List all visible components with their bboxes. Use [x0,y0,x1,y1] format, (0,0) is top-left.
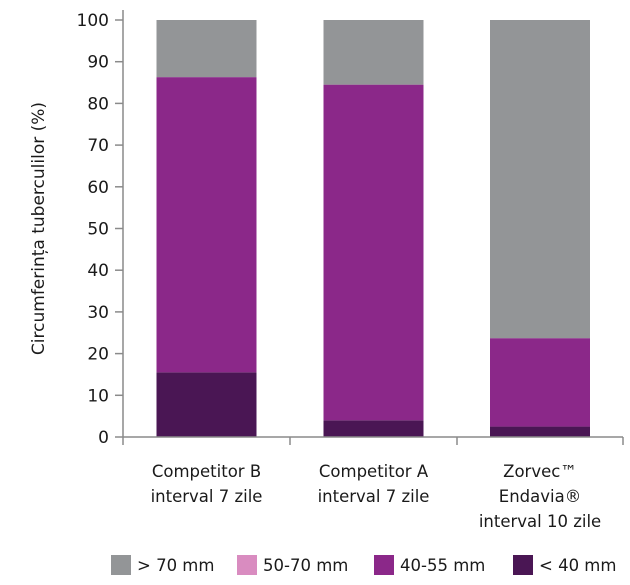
y-tick-label: 90 [87,53,109,73]
legend-label: < 40 mm [539,556,616,575]
y-tick-label: 60 [87,178,109,198]
bars [156,20,590,437]
bar-segment-40-55-mm-3 [490,338,590,427]
bar-segment-40-55-mm-1 [156,77,257,373]
x-category-label: Endavia® [499,487,581,506]
bar-segment--40-mm-1 [156,372,257,437]
x-category-label: Zorvec™ [503,462,577,481]
bar-segment-40-55-mm-2 [323,84,424,421]
y-tick-label: 20 [87,345,109,365]
legend-swatch [237,555,257,575]
bar-segment--70-mm-3 [490,20,590,339]
legend: > 70 mm 50-70 mm 40-55 mm < 40 mm [111,555,616,575]
x-category-label: interval 10 zile [479,512,601,531]
legend-swatch [111,555,131,575]
x-category-label: Competitor A [319,462,429,481]
bar-segment--70-mm-2 [323,20,424,85]
y-axis-title: Circumferința tuberculilor (%) [29,102,49,355]
y-tick-label: 70 [87,136,109,156]
bar-segment--40-mm-2 [323,420,424,437]
y-tick-label: 100 [77,11,109,31]
y-axis-ticks: 0 10 20 30 40 50 60 70 80 90 100 [77,11,123,448]
bar-segment--70-mm-1 [156,20,257,78]
y-tick-label: 30 [87,303,109,323]
x-category-label: interval 7 zile [151,487,263,506]
legend-label: 40-55 mm [400,556,485,575]
legend-label: 50-70 mm [263,556,348,575]
y-tick-label: 10 [87,386,109,406]
axes [122,10,624,445]
y-tick-label: 0 [98,428,109,448]
bar-segment--40-mm-3 [490,426,590,437]
legend-label: > 70 mm [137,556,214,575]
legend-swatch [374,555,394,575]
y-axis-title-group: Circumferința tuberculilor (%) [29,102,49,355]
x-category-label: Competitor B [152,462,261,481]
x-category-label: interval 7 zile [318,487,430,506]
category-labels: Competitor B interval 7 zile Competitor A i… [151,462,602,531]
y-tick-label: 40 [87,261,109,281]
legend-swatch [513,555,533,575]
y-tick-label: 80 [87,94,109,114]
y-tick-label: 50 [87,220,109,240]
